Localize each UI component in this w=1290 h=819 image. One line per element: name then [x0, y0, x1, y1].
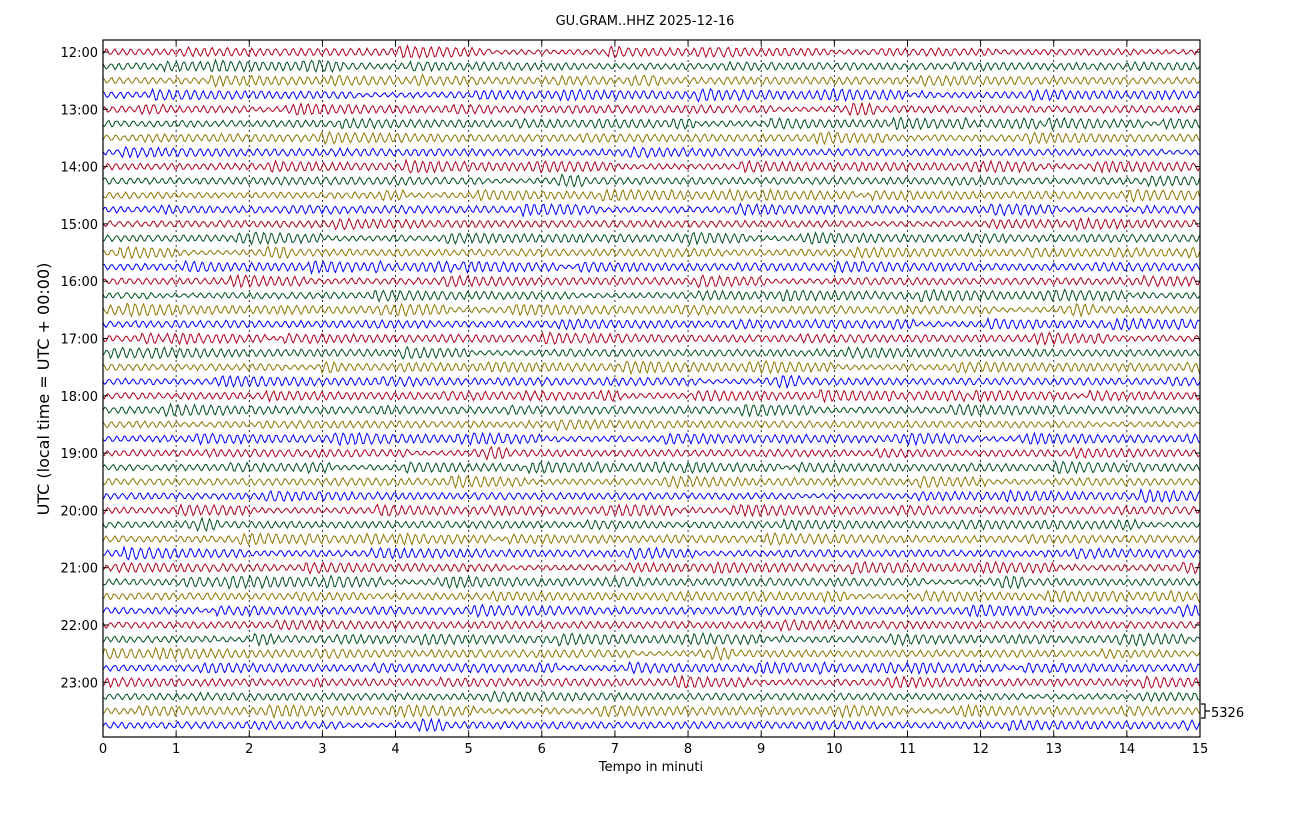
x-tick-label: 13	[1045, 742, 1062, 757]
seismic-trace	[102, 531, 1200, 546]
y-tick-label: 16:00	[61, 275, 98, 290]
x-tick-label: 15	[1192, 742, 1209, 757]
y-tick-label: 15:00	[61, 218, 98, 233]
x-tick-label: 14	[1119, 742, 1136, 757]
plot-frame	[102, 39, 1201, 738]
y-tick-label: 22:00	[61, 619, 98, 634]
x-tick-label: 8	[684, 742, 692, 757]
seismic-trace	[102, 487, 1200, 504]
x-tick-label: 0	[99, 742, 107, 757]
scale-bar	[1201, 703, 1210, 719]
y-tick-label: 20:00	[61, 504, 98, 519]
seismic-trace	[102, 389, 1200, 404]
seismic-trace	[102, 173, 1200, 188]
y-axis-label: UTC (local time = UTC + 00:00)	[34, 263, 53, 516]
y-tick-label: 19:00	[61, 447, 98, 462]
x-tick-label: 5	[465, 742, 473, 757]
x-tick-label: 12	[972, 742, 989, 757]
y-tick-label: 12:00	[61, 46, 98, 61]
seismic-trace	[102, 645, 1200, 662]
seismic-trace	[102, 216, 1200, 231]
y-tick-label: 13:00	[61, 103, 98, 118]
seismic-trace	[102, 158, 1200, 174]
seismic-trace	[102, 360, 1200, 376]
scale-label: 5326	[1211, 706, 1244, 721]
seismic-trace	[102, 589, 1200, 604]
seismic-trace	[102, 87, 1200, 103]
seismic-trace	[102, 231, 1200, 247]
seismic-trace	[102, 101, 1200, 117]
x-tick-label: 6	[538, 742, 546, 757]
y-tick-label: 14:00	[61, 161, 98, 176]
seismic-trace	[102, 43, 1200, 60]
seismic-trace	[102, 345, 1200, 360]
seismic-trace	[102, 259, 1200, 275]
chart-title: GU.GRAM..HHZ 2025-12-16	[556, 14, 735, 29]
seismic-trace	[102, 288, 1200, 303]
x-tick-label: 10	[826, 742, 843, 757]
seismic-trace	[102, 431, 1200, 447]
seismic-trace	[102, 445, 1200, 461]
seismic-trace	[102, 374, 1200, 390]
seismic-trace	[102, 574, 1200, 590]
seismic-trace	[102, 603, 1200, 619]
seismic-trace	[102, 58, 1200, 73]
seismic-trace	[102, 245, 1200, 260]
seismic-trace	[102, 418, 1200, 432]
seismic-trace	[102, 560, 1200, 575]
seismic-trace	[102, 402, 1200, 418]
x-tick-label: 2	[245, 742, 253, 757]
x-tick-label: 7	[611, 742, 619, 757]
y-tick-label: 23:00	[61, 676, 98, 691]
seismic-trace	[102, 302, 1200, 318]
y-tick-label: 18:00	[61, 390, 98, 405]
seismic-trace	[102, 503, 1200, 518]
seismic-trace	[102, 130, 1200, 146]
x-tick-label: 4	[391, 742, 399, 757]
x-axis-label: Tempo in minuti	[598, 760, 703, 775]
x-tick-label: 1	[172, 742, 180, 757]
y-tick-label: 21:00	[61, 562, 98, 577]
seismic-trace	[102, 316, 1200, 331]
seismic-trace	[102, 717, 1200, 733]
seismic-trace	[102, 73, 1200, 88]
seismic-trace	[102, 474, 1200, 490]
seismic-trace	[102, 618, 1200, 633]
seismic-trace	[102, 545, 1200, 561]
seismic-trace	[102, 631, 1200, 647]
seismic-trace	[102, 674, 1200, 689]
seismic-trace	[102, 703, 1200, 720]
seismic-trace	[102, 202, 1200, 218]
seismic-trace	[102, 145, 1200, 159]
seismic-trace	[102, 273, 1200, 289]
seismic-trace	[102, 187, 1200, 203]
x-tick-label: 9	[757, 742, 765, 757]
seismic-trace	[102, 516, 1200, 533]
y-tick-label: 17:00	[61, 333, 98, 348]
seismic-trace	[102, 116, 1200, 131]
seismic-trace	[102, 689, 1200, 703]
x-tick-label: 3	[318, 742, 326, 757]
seismic-trace	[102, 331, 1200, 346]
seismic-trace	[102, 660, 1200, 676]
x-tick-label: 11	[899, 742, 916, 757]
seismic-trace	[102, 460, 1200, 475]
